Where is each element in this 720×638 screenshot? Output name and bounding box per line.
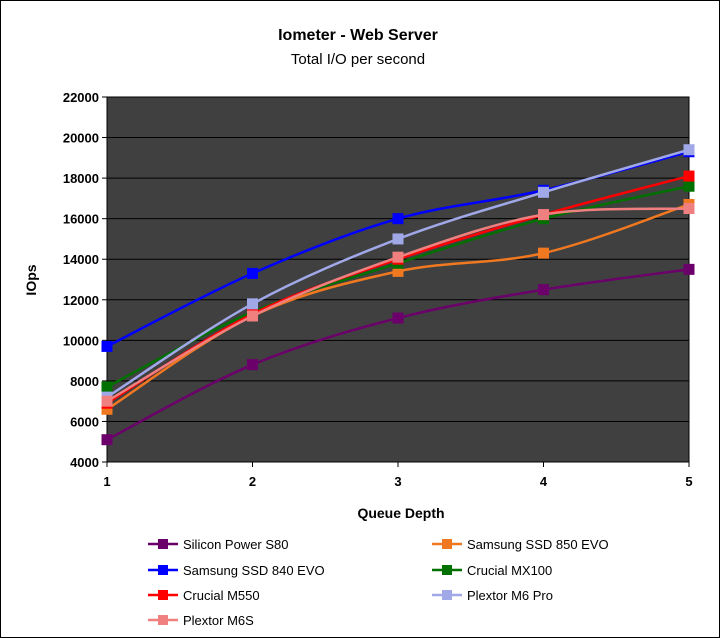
legend-label: Plextor M6 Pro	[467, 588, 553, 603]
legend-marker	[442, 590, 452, 600]
x-axis-ticks: 1 2 3 4 5	[103, 462, 693, 489]
data-point-marker	[247, 359, 258, 371]
gridlines	[107, 96, 689, 463]
y-tick-label: 10000	[63, 333, 99, 348]
x-tick-label: 2	[249, 474, 256, 489]
y-axis-ticks: 4000 6000 8000 10000 12000 14000 16000 18000 200…	[63, 90, 107, 470]
series-plextor-m6s	[101, 203, 695, 407]
data-point-marker	[538, 209, 549, 221]
y-tick-label: 8000	[70, 374, 99, 389]
x-tick-label: 5	[685, 474, 692, 489]
x-tick-label: 1	[103, 474, 110, 489]
data-point-marker	[683, 263, 695, 275]
legend-label: Crucial MX100	[467, 563, 552, 578]
legend-marker	[158, 539, 168, 549]
legend-marker	[158, 590, 168, 600]
legend-label: Plextor M6S	[183, 613, 254, 628]
legend-item: Crucial M550	[148, 588, 260, 603]
legend-marker	[158, 565, 168, 575]
plot-area	[106, 96, 690, 463]
legend-item: Samsung SSD 840 EVO	[148, 563, 325, 578]
data-point-marker	[683, 180, 695, 192]
y-tick-label: 20000	[63, 131, 99, 146]
y-tick-label: 12000	[63, 293, 99, 308]
y-tick-label: 14000	[63, 252, 99, 267]
x-axis-label: Queue Depth	[357, 505, 444, 521]
legend-label: Samsung SSD 840 EVO	[183, 563, 325, 578]
data-point-marker	[538, 284, 549, 296]
data-point-marker	[247, 298, 258, 310]
data-point-marker	[538, 247, 549, 259]
data-point-marker	[392, 265, 404, 277]
data-point-marker	[538, 186, 549, 198]
data-point-marker	[683, 203, 695, 215]
data-point-marker	[247, 267, 258, 279]
chart-title: Iometer - Web Server	[278, 27, 438, 44]
data-point-marker	[101, 403, 113, 415]
data-point-marker	[101, 395, 113, 407]
legend-item: Plextor M6 Pro	[432, 588, 553, 603]
data-point-marker	[392, 312, 404, 324]
series-silicon-power-s80	[101, 263, 695, 446]
data-point-marker	[392, 251, 404, 263]
x-tick-label: 3	[394, 474, 401, 489]
legend-label: Samsung SSD 850 EVO	[467, 537, 609, 552]
y-tick-label: 4000	[70, 455, 99, 470]
y-tick-label: 16000	[63, 212, 99, 227]
data-point-marker	[392, 213, 404, 225]
legend-item: Crucial MX100	[432, 563, 552, 578]
data-point-marker	[683, 170, 695, 182]
data-point-marker	[392, 233, 404, 245]
chart-subtitle: Total I/O per second	[291, 51, 425, 68]
data-point-marker	[101, 381, 113, 393]
legend-label: Silicon Power S80	[183, 537, 289, 552]
data-point-marker	[683, 144, 695, 156]
data-point-marker	[247, 310, 258, 322]
y-axis-label: IOps	[23, 264, 39, 295]
data-point-marker	[101, 434, 113, 446]
legend-item: Plextor M6S	[148, 613, 254, 628]
data-point-marker	[101, 340, 113, 352]
legend-item: Silicon Power S80	[148, 537, 289, 552]
y-tick-label: 18000	[63, 171, 99, 186]
legend-marker	[158, 615, 168, 625]
x-tick-label: 4	[540, 474, 548, 489]
legend-label: Crucial M550	[183, 588, 260, 603]
legend-item: Samsung SSD 850 EVO	[432, 537, 609, 552]
series-group	[101, 144, 695, 446]
legend: Silicon Power S80 Samsung SSD 850 EVO Sams…	[148, 537, 609, 628]
y-tick-label: 6000	[70, 414, 99, 429]
legend-marker	[442, 565, 452, 575]
y-tick-label: 22000	[63, 90, 99, 105]
legend-marker	[442, 539, 452, 549]
